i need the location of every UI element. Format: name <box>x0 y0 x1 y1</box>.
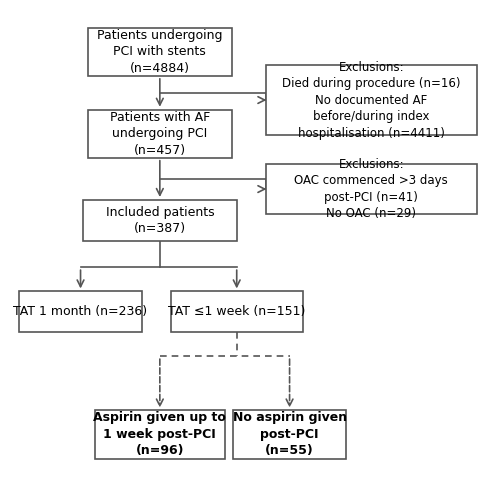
Text: Aspirin given up to
1 week post-PCI
(n=96): Aspirin given up to 1 week post-PCI (n=9… <box>94 411 226 457</box>
FancyBboxPatch shape <box>266 65 477 135</box>
FancyBboxPatch shape <box>170 291 303 332</box>
FancyBboxPatch shape <box>233 410 346 458</box>
Text: Included patients
(n=387): Included patients (n=387) <box>106 206 214 235</box>
FancyBboxPatch shape <box>95 410 224 458</box>
FancyBboxPatch shape <box>88 28 232 76</box>
FancyBboxPatch shape <box>83 200 236 241</box>
Text: Exclusions:
Died during procedure (n=16)
No documented AF
before/during index
ho: Exclusions: Died during procedure (n=16)… <box>282 60 461 139</box>
FancyBboxPatch shape <box>266 164 477 214</box>
Text: TAT ≤1 week (n=151): TAT ≤1 week (n=151) <box>168 305 306 318</box>
Text: Patients undergoing
PCI with stents
(n=4884): Patients undergoing PCI with stents (n=4… <box>97 29 222 75</box>
Text: Exclusions:
OAC commenced >3 days
post-PCI (n=41)
No OAC (n=29): Exclusions: OAC commenced >3 days post-P… <box>294 158 448 220</box>
Text: Patients with AF
undergoing PCI
(n=457): Patients with AF undergoing PCI (n=457) <box>110 111 210 157</box>
Text: TAT 1 month (n=236): TAT 1 month (n=236) <box>14 305 147 318</box>
FancyBboxPatch shape <box>88 110 232 158</box>
Text: No aspirin given
post-PCI
(n=55): No aspirin given post-PCI (n=55) <box>232 411 346 457</box>
FancyBboxPatch shape <box>20 291 142 332</box>
